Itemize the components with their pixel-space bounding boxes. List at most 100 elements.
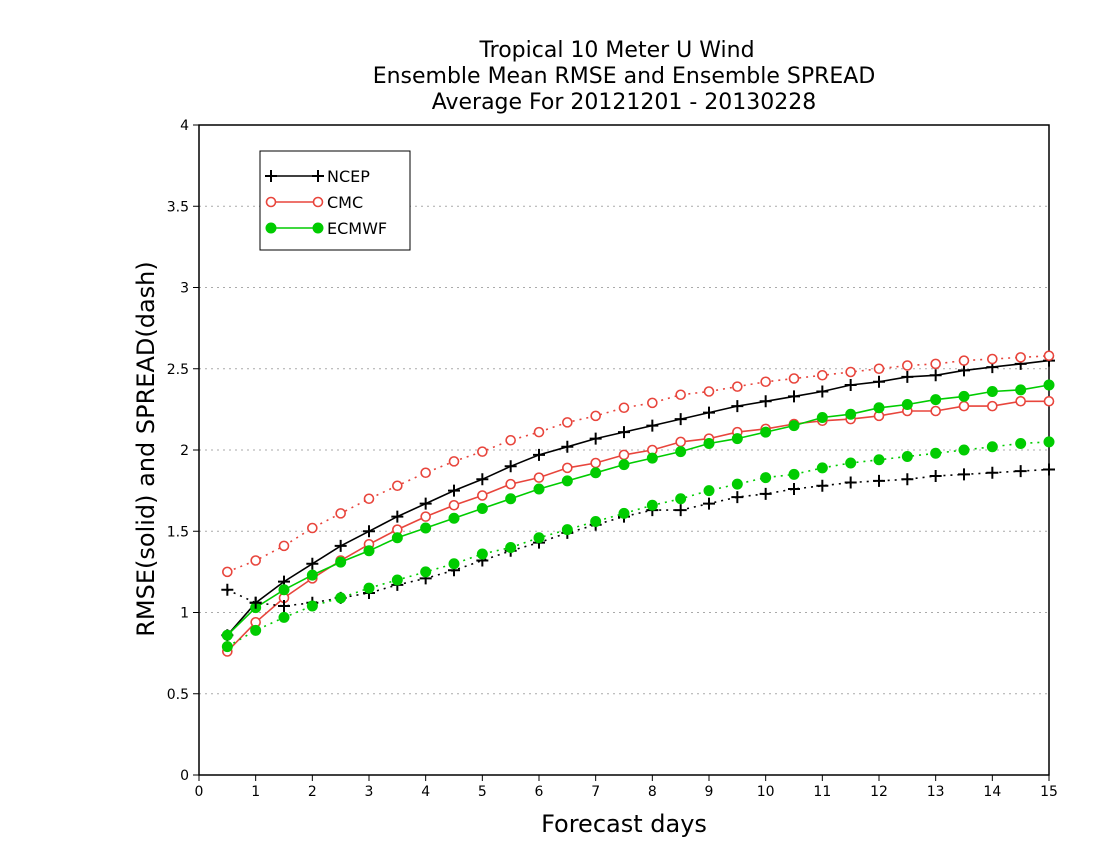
ecmwf-rmse-point [278,584,290,596]
cmc-spread-point [618,402,630,414]
ecmwf-spread-point [901,451,913,462]
cmc-spread-line [227,355,1050,573]
ecmwf-spread-point [1015,438,1027,449]
ecmwf-rmse-point [590,467,602,479]
ncep-spread-point [674,504,687,517]
title-line-1: Tropical 10 Meter U Wind [478,38,754,63]
ncep-rmse-point [958,364,970,377]
legend-marker-ncep [265,170,277,182]
cmc-spread-point [1015,352,1026,363]
ecmwf-rmse-point [306,569,318,581]
cmc-rmse-point [448,499,460,511]
ncep-rmse-point [788,390,800,403]
ncep-spread-point [703,497,715,510]
series-cmc-rmse [222,395,1055,657]
series-ecmwf-spread [221,436,1055,653]
y-tick-label: 1.5 [167,524,189,540]
y-tick-label: 2.5 [167,362,189,378]
cmc-spread-point [1043,350,1055,362]
cmc-rmse-point [618,449,630,461]
x-tick-label: 0 [195,784,204,800]
ecmwf-spread-point [306,600,318,612]
x-tick-label: 13 [927,784,945,800]
cmc-spread-point [873,363,885,375]
ncep-spread-point [873,474,885,487]
ecmwf-spread-point [618,507,630,519]
ecmwf-rmse-point [221,629,233,641]
ecmwf-spread-point [986,441,998,453]
ncep-rmse-point [759,395,772,408]
ecmwf-rmse-point [391,532,403,544]
x-tick-label: 6 [535,784,544,800]
ecmwf-rmse-point [958,390,970,402]
cmc-spread-point [420,467,431,479]
series-layer [221,350,1055,657]
ecmwf-rmse-point [986,386,998,397]
ncep-rmse-point [306,557,319,570]
ncep-rmse-point [731,400,744,413]
ecmwf-rmse-point [646,452,658,464]
cmc-spread-point [307,522,318,534]
ncep-rmse-point [844,379,857,391]
cmc-spread-point [448,456,460,467]
ecmwf-spread-point [958,444,970,456]
ecmwf-spread-point [873,454,885,466]
ecmwf-spread-point [760,472,772,484]
ncep-rmse-point [816,385,829,398]
cmc-spread-point [477,446,488,457]
series-ncep-spread [221,463,1055,612]
cmc-rmse-point [1043,395,1055,407]
cmc-spread-point [335,508,346,519]
legend-item-ecmwf: ECMWF [265,219,387,238]
cmc-spread-point [590,410,601,422]
y-tick-label: 3 [180,281,189,297]
series-cmc-spread [222,350,1055,578]
ncep-rmse-point [589,432,602,445]
cmc-spread-point [392,480,403,492]
x-tick-label: 2 [308,784,317,800]
legend-marker-ecmwf [312,222,324,234]
ncep-spread-line [226,468,1050,607]
cmc-spread-point [987,353,998,365]
ecmwf-rmse-point [533,483,545,495]
cmc-spread-point [505,434,516,446]
ncep-rmse-point [703,406,715,419]
cmc-spread-point [902,360,913,371]
ecmwf-rmse-point [930,394,942,406]
x-tick-label: 4 [421,784,430,800]
x-tick-label: 12 [870,784,888,800]
ncep-spread-point [1043,463,1055,476]
ecmwf-spread-point [816,462,828,474]
y-tick-label: 2 [180,443,189,459]
ecmwf-rmse-point [675,446,687,458]
ncep-spread-point [958,468,970,481]
cmc-rmse-point [562,462,573,474]
ecmwf-spread-point [703,485,715,497]
ecmwf-rmse-point [731,433,743,445]
ncep-spread-point [249,596,262,609]
ecmwf-spread-point [731,478,743,490]
legend-box [259,150,411,251]
ncep-rmse-point [419,497,432,510]
cmc-spread-point [647,397,658,409]
cmc-rmse-point [477,490,488,501]
cmc-rmse-point [590,457,601,469]
ncep-rmse-point [901,370,914,383]
cmc-spread-point [533,426,545,438]
ncep-spread-point [788,483,800,495]
ecmwf-spread-point [788,468,800,480]
cmc-rmse-point [675,436,686,448]
ecmwf-rmse-point [1043,379,1055,391]
y-tick-label: 4 [180,118,189,134]
ecmwf-rmse-point [420,522,432,534]
cmc-spread-point [675,389,686,401]
ecmwf-rmse-point [873,402,885,414]
ncep-spread-point [929,470,942,482]
cmc-spread-point [930,358,941,370]
legend-label-cmc: CMC [327,193,363,212]
ecmwf-rmse-point [363,545,375,557]
ecmwf-spread-point [505,542,517,553]
ecmwf-spread-line [226,441,1050,648]
ecmwf-rmse-point [476,503,488,514]
